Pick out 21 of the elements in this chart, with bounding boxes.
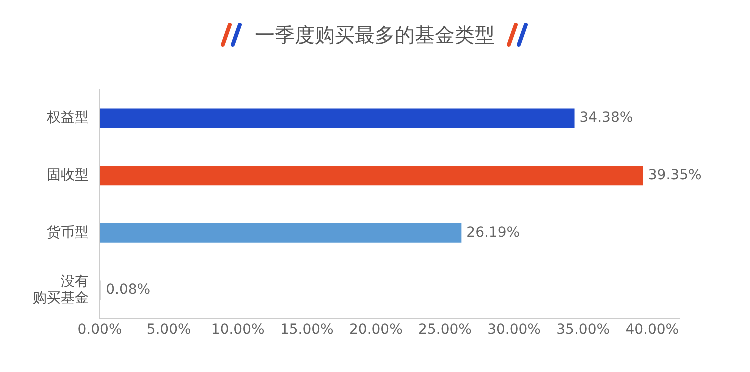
y-tick-label: 没有购买基金	[33, 274, 89, 307]
x-tick-label: 15.00%	[280, 322, 334, 338]
x-tick-label: 30.00%	[488, 322, 541, 338]
x-tick-label: 35.00%	[556, 322, 610, 338]
y-tick-label: 权益型	[46, 110, 89, 126]
x-tick-label: 20.00%	[349, 322, 403, 338]
bar	[100, 223, 462, 243]
x-tick-label: 40.00%	[626, 322, 680, 338]
y-tick-label: 货币型	[47, 224, 89, 241]
data-label: 0.08%	[106, 282, 151, 298]
bar	[100, 166, 644, 186]
bar	[100, 108, 575, 128]
x-tick-label: 5.00%	[146, 322, 192, 338]
x-tick-label: 10.00%	[211, 322, 265, 338]
data-label: 26.19%	[466, 224, 520, 241]
data-label: 39.35%	[648, 167, 702, 184]
x-tick-label: 0.00%	[78, 322, 122, 338]
x-tick-label: 25.00%	[418, 322, 472, 338]
data-label: 34.38%	[580, 110, 634, 126]
y-tick-label: 固收型	[47, 167, 89, 184]
chart-title: 一季度购买最多的基金类型	[255, 22, 495, 48]
